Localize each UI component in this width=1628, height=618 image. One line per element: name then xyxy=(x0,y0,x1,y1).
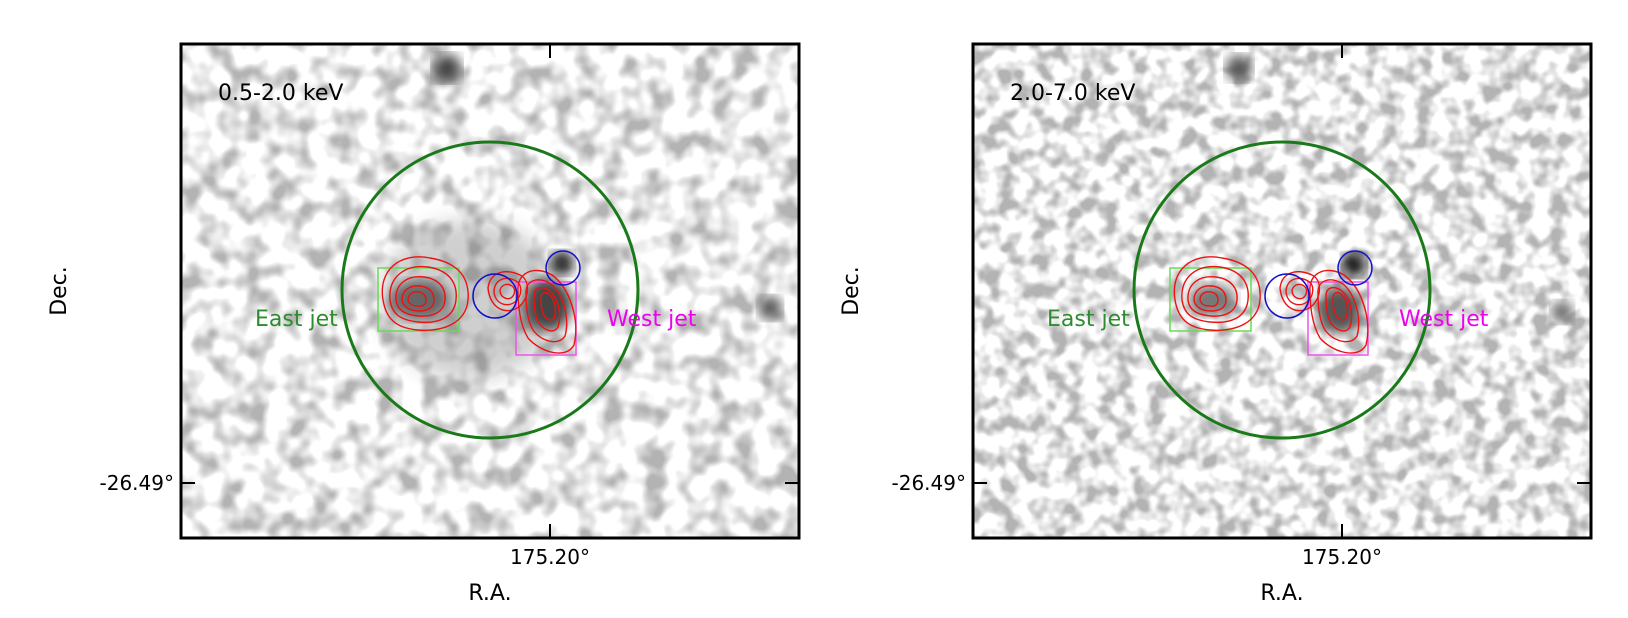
point-source-core xyxy=(1264,273,1310,319)
x-tick-label: 175.20° xyxy=(510,545,590,569)
x-tick-label: 175.20° xyxy=(1302,545,1382,569)
plot-frame xyxy=(971,42,1593,540)
east-jet-label: East jet xyxy=(255,307,338,332)
band-label: 0.5-2.0 keV xyxy=(218,81,343,106)
y-tick-label: -26.49° xyxy=(100,471,174,495)
west-jet-label: West jet xyxy=(607,307,697,332)
radio-contours xyxy=(1173,256,1369,354)
band-label: 2.0-7.0 keV xyxy=(1010,81,1135,106)
xray-image-soft xyxy=(181,44,799,538)
xray-image-hard xyxy=(973,44,1591,538)
panel-soft-band: East jet West jet 0.5-2.0 keV 175.20° -2… xyxy=(47,42,801,606)
y-axis-label: Dec. xyxy=(47,266,72,316)
extraction-circle xyxy=(1132,140,1432,440)
east-jet-box xyxy=(377,267,460,332)
y-axis-label: Dec. xyxy=(839,266,864,316)
x-axis-label: R.A. xyxy=(468,581,511,606)
x-axis-label: R.A. xyxy=(1260,581,1303,606)
extraction-circle xyxy=(340,140,640,440)
panel-hard-band: East jet West jet 2.0-7.0 keV 175.20° -2… xyxy=(839,42,1593,606)
y-tick-label: -26.49° xyxy=(892,471,966,495)
point-source-nw xyxy=(1337,250,1373,286)
plot-frame xyxy=(179,42,801,540)
east-jet-label: East jet xyxy=(1047,307,1130,332)
point-source-core xyxy=(472,273,518,319)
radio-contours xyxy=(381,256,577,354)
point-source-nw xyxy=(545,250,581,286)
east-jet-box xyxy=(1169,267,1252,332)
west-jet-label: West jet xyxy=(1399,307,1489,332)
